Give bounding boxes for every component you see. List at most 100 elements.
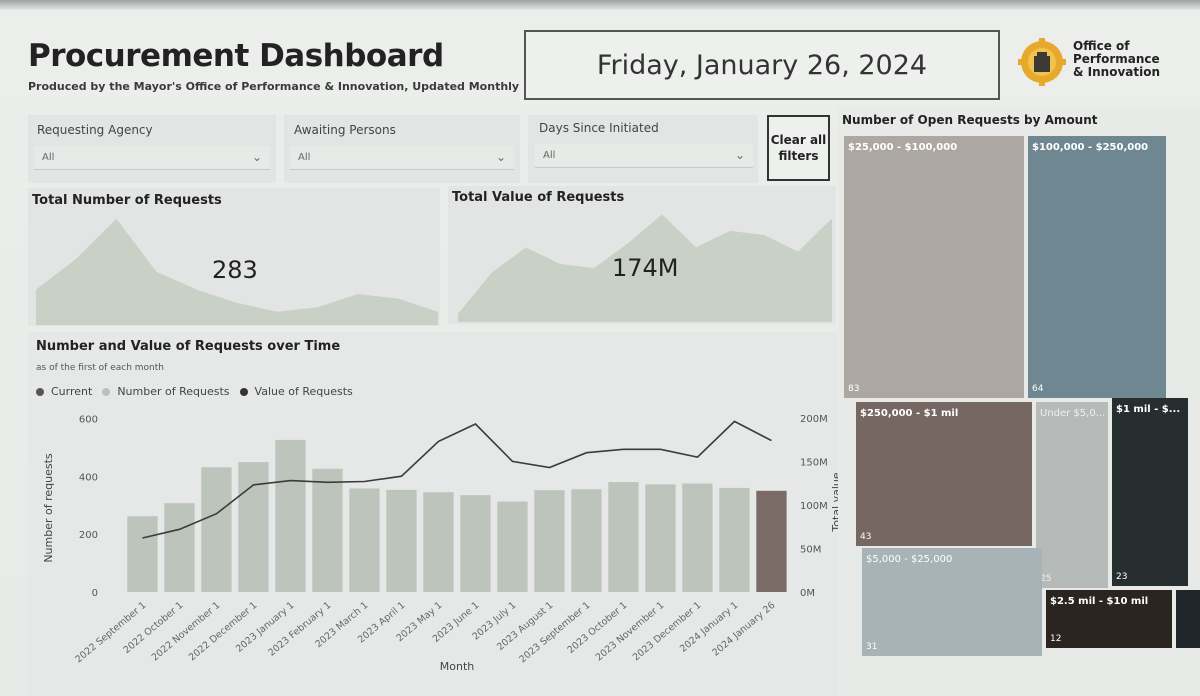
days-slicer-label: Days Since Initiated — [539, 121, 659, 135]
bar — [312, 468, 343, 592]
x-tick-label: 2023 February 1 — [266, 600, 333, 659]
tile-count: 23 — [1116, 572, 1128, 582]
y2-tick-label: 50M — [800, 544, 821, 555]
bar — [682, 483, 713, 592]
tile-label: $2.5 mil - $10 mil — [1050, 596, 1149, 607]
y2-tick-label: 150M — [800, 457, 828, 468]
bar — [164, 503, 195, 592]
legend-number-dot — [102, 387, 111, 396]
treemap-tile[interactable]: $2.5 mil - $10 mil 12 — [1046, 590, 1172, 648]
logo-line-2: Performance — [1073, 52, 1160, 66]
value-line — [142, 420, 772, 539]
bar — [719, 487, 750, 592]
tile-label: Under $5,0... — [1040, 408, 1106, 419]
legend-current-dot — [36, 387, 44, 396]
tile-label: $1 mil - $... — [1116, 404, 1181, 415]
bar — [386, 489, 417, 592]
bar — [608, 482, 639, 592]
chart-subtitle: as of the first of each month — [36, 363, 164, 373]
treemap-title: Number of Open Requests by Amount — [842, 113, 1098, 127]
office-logo-icon — [1018, 38, 1066, 86]
sparkline-area — [36, 218, 438, 325]
y2-tick-label: 100M — [800, 501, 828, 512]
tile-count: 31 — [866, 642, 878, 652]
bar — [645, 484, 676, 592]
awaiting-dropdown-value: All — [298, 152, 311, 163]
bar — [423, 492, 454, 592]
tile-count: 25 — [1040, 574, 1052, 584]
bar — [127, 516, 158, 592]
tile-label: $100,000 - $250,000 — [1032, 142, 1149, 153]
logo-line-3: & Innovation — [1073, 65, 1160, 79]
tile-count: 43 — [860, 532, 872, 542]
bar — [275, 439, 306, 592]
y-axis-title: Number of requests — [42, 453, 55, 563]
days-dropdown-value: All — [543, 150, 556, 161]
treemap-tile-small[interactable] — [1176, 590, 1200, 648]
legend-current[interactable]: Current — [51, 385, 93, 398]
bar — [349, 488, 380, 592]
tile-count: 12 — [1050, 634, 1062, 644]
tile-label: $5,000 - $25,000 — [866, 554, 953, 565]
y-tick-label: 200 — [79, 530, 98, 541]
page-subtitle: Produced by the Mayor's Office of Perfor… — [28, 80, 520, 93]
awaiting-dropdown[interactable]: All ⌄ — [290, 146, 514, 170]
agency-dropdown[interactable]: All ⌄ — [34, 146, 270, 170]
treemap-tile[interactable]: $100,000 - $250,000 64 — [1028, 136, 1166, 398]
x-tick-label: 2023 November 1 — [594, 600, 667, 664]
x-tick-label: 2023 September 1 — [517, 600, 592, 665]
x-tick-label: 2022 November 1 — [150, 600, 223, 664]
treemap-tile[interactable]: Under $5,0... 25 — [1036, 402, 1108, 588]
page-title: Procurement Dashboard — [28, 38, 444, 74]
sparkline-area — [458, 214, 832, 322]
y-tick-label: 0 — [92, 588, 98, 599]
y2-tick-label: 200M — [800, 414, 828, 425]
combo-chart: 0 200 400 600 0M 50M 100M 150M 200M Number of req… — [42, 414, 843, 673]
total-value-sparkline — [458, 214, 832, 322]
total-value-value: 174M — [612, 254, 679, 282]
bar — [238, 462, 269, 592]
legend-number[interactable]: Number of Requests — [117, 385, 230, 398]
current-date: Friday, January 26, 2024 — [524, 30, 1000, 100]
x-tick-label: 2022 December 1 — [187, 600, 260, 663]
treemap-tile[interactable]: $1 mil - $... 23 — [1112, 398, 1188, 586]
clear-button-line-1: Clear all — [770, 133, 827, 147]
bar — [756, 490, 787, 592]
x-tick-label: 2023 December 1 — [631, 600, 704, 663]
x-tick-label: 2024 January 26 — [710, 600, 777, 659]
awaiting-slicer-label: Awaiting Persons — [294, 123, 396, 137]
bar — [460, 495, 491, 592]
chevron-down-icon: ⌄ — [495, 150, 506, 164]
y-tick-label: 400 — [79, 472, 98, 483]
legend-value[interactable]: Value of Requests — [254, 385, 353, 398]
total-requests-title: Total Number of Requests — [32, 193, 222, 208]
treemap-tile[interactable]: $5,000 - $25,000 31 — [862, 548, 1042, 656]
total-requests-sparkline — [36, 218, 438, 325]
legend-value-dot — [239, 387, 248, 396]
total-requests-value: 283 — [212, 256, 258, 284]
tile-label: $250,000 - $1 mil — [860, 408, 959, 419]
chart-title: Number and Value of Requests over Time — [36, 339, 341, 354]
bar — [497, 501, 528, 592]
chevron-down-icon: ⌄ — [734, 148, 745, 162]
chevron-down-icon: ⌄ — [251, 150, 262, 164]
tile-count: 83 — [848, 384, 860, 394]
tile-label: $25,000 - $100,000 — [848, 142, 958, 153]
total-value-title: Total Value of Requests — [452, 190, 625, 205]
x-tick-label: 2022 September 1 — [73, 600, 148, 665]
bar — [534, 490, 565, 592]
chart-legend: Current Number of Requests Value of Requ… — [36, 385, 353, 398]
agency-dropdown-value: All — [42, 152, 55, 163]
bar — [571, 489, 602, 592]
agency-slicer-label: Requesting Agency — [37, 123, 153, 137]
tile-count: 64 — [1032, 384, 1044, 394]
clear-button-line-2: filters — [778, 149, 819, 163]
bar — [201, 467, 232, 592]
x-axis-title: Month — [440, 660, 475, 673]
treemap-tile[interactable]: $25,000 - $100,000 83 — [844, 136, 1024, 398]
treemap-tile[interactable]: $250,000 - $1 mil 43 — [856, 402, 1032, 546]
clear-all-filters-button[interactable]: Clear all filters — [767, 115, 830, 181]
y2-tick-label: 0M — [800, 588, 815, 599]
days-dropdown[interactable]: All ⌄ — [535, 144, 753, 168]
logo-line-1: Office of — [1073, 39, 1130, 53]
